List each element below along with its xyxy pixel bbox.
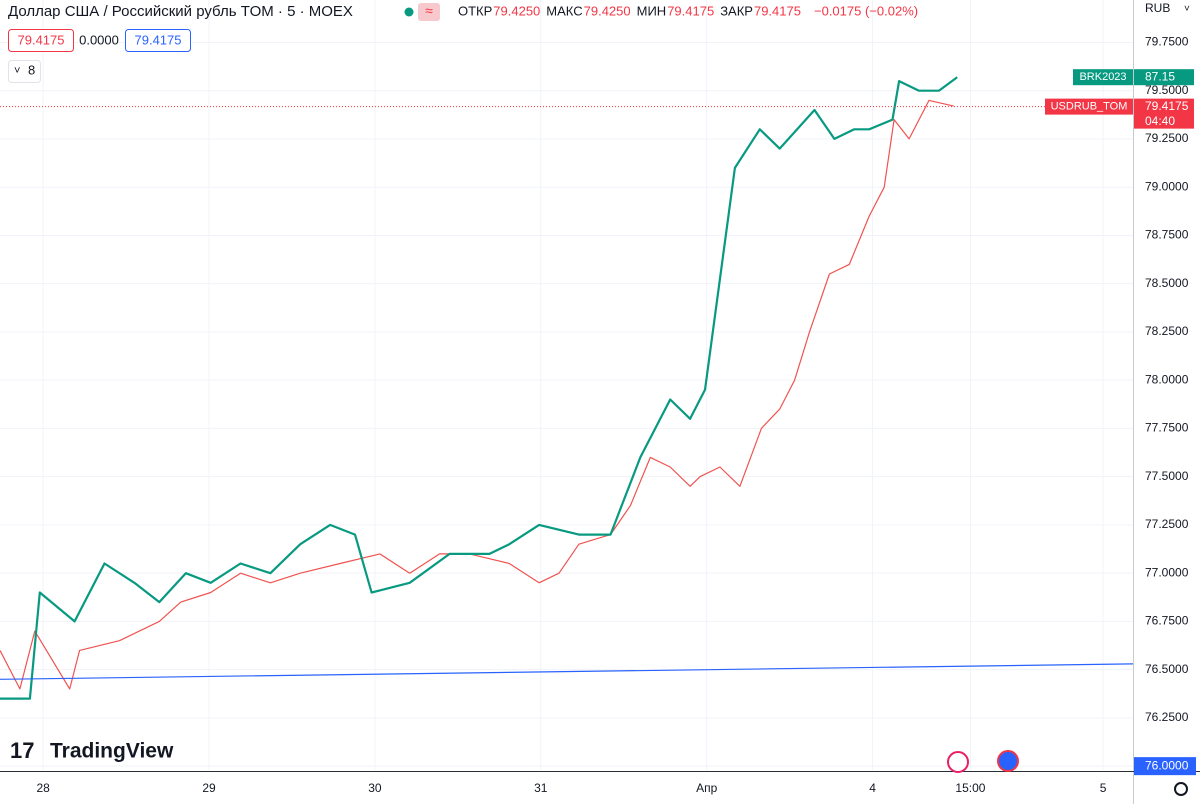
- y-tick-label: 77.2500: [1145, 517, 1189, 531]
- logo: TradingView: [50, 740, 174, 763]
- y-tick-label: 78.0000: [1145, 372, 1189, 386]
- logo-mark: 17: [10, 738, 34, 763]
- y-tick-label: 77.7500: [1145, 421, 1189, 435]
- y-tick-label: 78.5000: [1145, 276, 1189, 290]
- grid: [0, 0, 1133, 770]
- x-tick-label: 29: [202, 781, 216, 795]
- y-tick-label: 76.7500: [1145, 614, 1189, 628]
- status-dot: [404, 7, 414, 17]
- axis-highlight: [1134, 757, 1196, 776]
- status-icon: ≈: [425, 3, 433, 19]
- x-tick-label: 15:00: [955, 781, 985, 795]
- currency-arrow[interactable]: ˅: [1184, 4, 1190, 15]
- indicators-toggle[interactable]: [8, 60, 41, 83]
- y-tick-label: 76.2500: [1145, 710, 1189, 724]
- plot: [0, 76, 1134, 700]
- input-box[interactable]: [8, 29, 74, 52]
- ohlc-label: МАКС: [546, 3, 582, 18]
- y-tick-label: 79.7500: [1145, 35, 1189, 49]
- series-line: [0, 76, 958, 700]
- currency: RUB: [1145, 1, 1170, 15]
- y-tick-label: 79.0000: [1145, 179, 1189, 193]
- ohlc-label: ЗАКР: [720, 3, 753, 18]
- x-tick-label: Апр: [696, 781, 718, 795]
- input-value[interactable]: 79.4175: [18, 32, 65, 47]
- compare-label: 87.15: [1145, 69, 1175, 83]
- series-line: [0, 663, 1134, 680]
- series-label: BRK2023: [1079, 71, 1126, 83]
- y-tick-label: 79.5000: [1145, 83, 1189, 97]
- series-line: [0, 99, 954, 690]
- axis-highlight-label: 76.0000: [1145, 758, 1189, 772]
- symbol-title: Доллар США / Российский рубль TOM · 5 · …: [8, 3, 353, 20]
- x-tick-label: 30: [368, 781, 382, 795]
- axes: 76.0000 76.2500 76.5000 76.7500 77.0000 77.25…: [36, 35, 1196, 795]
- price-label: 79.4175: [1145, 99, 1189, 113]
- series-label-bg: [1073, 69, 1133, 86]
- ohlc-label: МИН: [637, 3, 667, 18]
- x-tick-label: 5: [1100, 781, 1107, 795]
- input-value[interactable]: 0.0000: [79, 32, 119, 47]
- y-tick-label: 76.5000: [1145, 662, 1189, 676]
- price-label-bg: [1134, 98, 1194, 129]
- flag-icon[interactable]: [997, 750, 1019, 772]
- series-label-bg: [1045, 98, 1133, 115]
- x-tick-label: 28: [36, 781, 50, 795]
- x-tick-label: 31: [534, 781, 548, 795]
- y-tick-label: 77.0000: [1145, 565, 1189, 579]
- ohlc-value: 79.4175: [754, 3, 801, 18]
- series-label: USDRUB_TOM: [1051, 101, 1128, 113]
- y-tick-label: 78.2500: [1145, 324, 1189, 338]
- y-tick-label: 78.7500: [1145, 228, 1189, 242]
- y-tick-label: 79.2500: [1145, 131, 1189, 145]
- settings-icon[interactable]: [1174, 782, 1188, 796]
- compare-label-bg: [1134, 69, 1194, 86]
- ohlc: ОТКР 79.4250 МАКС 79.4250 МИН 79.4175 ЗАКР 79.4…: [458, 3, 801, 18]
- indicators-count[interactable]: 8: [28, 62, 35, 77]
- ohlc-label: ОТКР: [458, 3, 492, 18]
- y-tick-label: 77.5000: [1145, 469, 1189, 483]
- chevron[interactable]: ˅: [14, 65, 20, 77]
- event-icon[interactable]: [947, 751, 969, 773]
- countdown: 04:40: [1145, 114, 1175, 128]
- input-box[interactable]: [125, 29, 191, 52]
- ohlc-value: 79.4250: [493, 3, 540, 18]
- ohlc-value: 79.4250: [584, 3, 631, 18]
- ohlc-value: 79.4175: [667, 3, 714, 18]
- status-badge: [418, 3, 440, 21]
- change: −0.0175 (−0.02%): [814, 3, 918, 18]
- input-value[interactable]: 79.4175: [135, 32, 182, 47]
- x-tick-label: 4: [869, 781, 876, 795]
